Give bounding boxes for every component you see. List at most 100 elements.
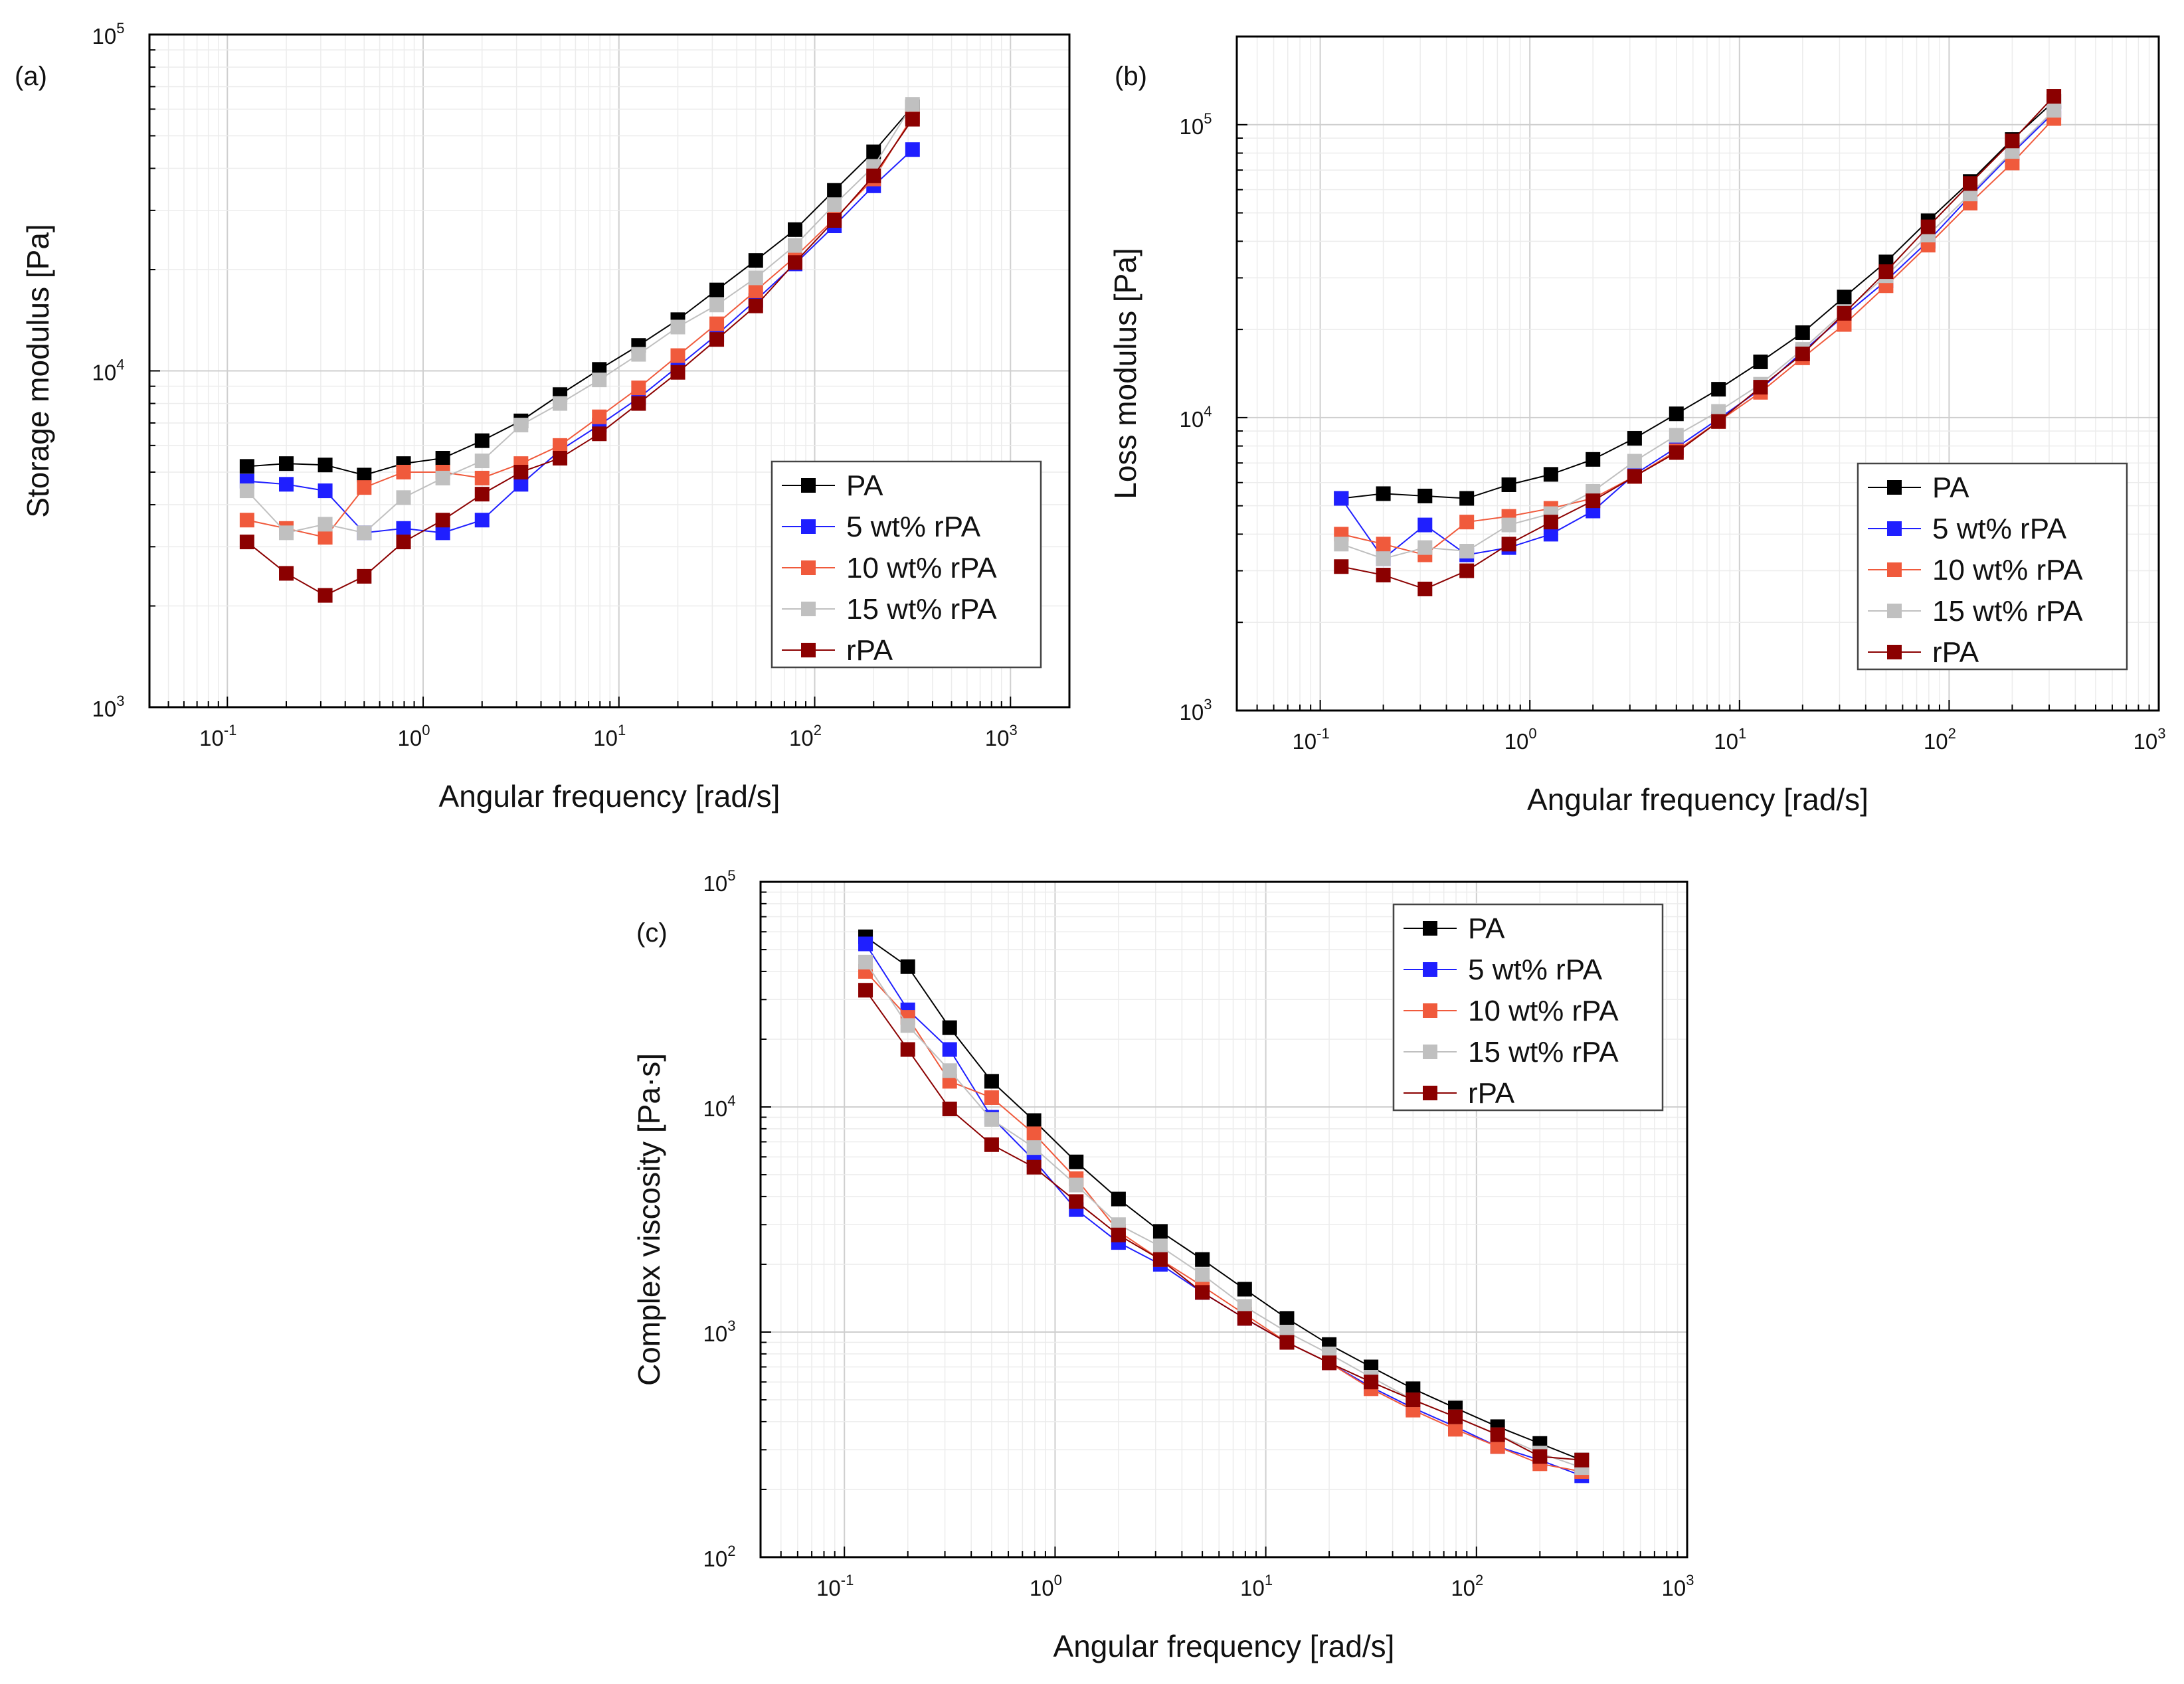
legend-label: rPA xyxy=(846,634,893,667)
data-point xyxy=(709,282,725,297)
legend: PA 5 wt% rPA 10 wt% rPA 15 wt% rPA rPA xyxy=(1392,903,1664,1112)
data-point xyxy=(239,513,254,528)
data-point xyxy=(900,1018,915,1033)
data-point xyxy=(1152,1239,1168,1254)
data-point xyxy=(858,983,873,998)
data-point xyxy=(827,197,842,212)
data-point xyxy=(1490,1439,1505,1454)
data-point xyxy=(592,373,607,388)
data-point xyxy=(1837,317,1852,332)
legend-marker xyxy=(1887,480,1902,495)
legend-marker xyxy=(801,560,816,575)
data-point xyxy=(239,459,254,474)
legend-label: 10 wt% rPA xyxy=(1932,554,2083,586)
data-point xyxy=(239,483,254,499)
plot-frame xyxy=(1235,35,2160,712)
data-point xyxy=(748,270,763,286)
data-point xyxy=(553,396,568,411)
legend-box xyxy=(771,460,1042,669)
data-point xyxy=(318,530,333,545)
data-point xyxy=(1376,551,1391,566)
data-point xyxy=(1279,1335,1295,1350)
panel-label: (c) xyxy=(636,918,668,948)
data-point xyxy=(318,588,333,603)
x-tick-label: 101 xyxy=(1714,725,1746,754)
data-point xyxy=(1195,1267,1210,1282)
data-point xyxy=(553,438,568,453)
data-point xyxy=(748,283,763,298)
x-tick-label: 102 xyxy=(1451,1572,1483,1600)
x-tick-label: 102 xyxy=(1924,725,1956,754)
data-point xyxy=(1334,491,1349,506)
series-15-wt-rpa xyxy=(239,97,920,541)
data-point xyxy=(748,298,763,313)
data-point xyxy=(2005,155,2020,171)
y-tick-label: 104 xyxy=(92,357,125,385)
data-point xyxy=(670,319,685,335)
data-point xyxy=(905,97,920,112)
data-point xyxy=(1669,445,1684,460)
data-point xyxy=(984,1112,999,1127)
legend-marker xyxy=(801,643,816,657)
legend: PA 5 wt% rPA 10 wt% rPA 15 wt% rPA rPA xyxy=(1857,462,2128,671)
x-tick-label: 100 xyxy=(1504,725,1537,754)
data-point xyxy=(513,477,529,492)
chart-panel-3: 10-1 100 101 102 103 102 103 104 105 Angular freq… xyxy=(632,867,1694,1663)
data-point xyxy=(1878,264,1894,280)
data-point xyxy=(984,1074,999,1089)
plot-frame xyxy=(759,881,1688,1558)
data-point xyxy=(1501,537,1516,552)
legend-label: 5 wt% rPA xyxy=(1932,513,2067,545)
data-point xyxy=(2047,103,2062,118)
legend-marker xyxy=(801,519,816,534)
data-point xyxy=(1334,559,1349,574)
data-point xyxy=(670,365,685,380)
legend-marker xyxy=(1423,962,1437,977)
data-point xyxy=(396,521,411,536)
data-point xyxy=(474,513,490,528)
legend-label: PA xyxy=(846,469,883,502)
chart-panel-1: 10-1 100 101 102 103 103 104 105 Angular frequen… xyxy=(15,20,1071,813)
data-point xyxy=(357,467,372,483)
data-point xyxy=(1237,1311,1252,1326)
data-point xyxy=(1364,1375,1379,1390)
data-point xyxy=(709,316,725,331)
x-tick-label: 101 xyxy=(1240,1572,1273,1600)
data-point xyxy=(858,936,873,952)
x-tick-label: 101 xyxy=(593,722,626,750)
chart-panel-2: 10-1 100 101 102 103 103 104 105 Angular frequen… xyxy=(1108,35,2166,817)
series-line xyxy=(246,106,913,476)
data-point xyxy=(787,255,802,270)
data-point xyxy=(1459,563,1475,578)
data-point xyxy=(1753,380,1768,395)
data-point xyxy=(1586,493,1601,509)
x-tick-label: 103 xyxy=(2134,725,2166,754)
data-point xyxy=(1417,517,1433,533)
data-point xyxy=(1237,1299,1252,1314)
legend-marker xyxy=(1423,1003,1437,1018)
data-point xyxy=(279,525,294,541)
data-point xyxy=(1627,454,1642,469)
tick-marks xyxy=(760,881,1688,1558)
data-point xyxy=(1586,452,1601,467)
data-point xyxy=(1111,1191,1126,1207)
data-point xyxy=(592,409,607,424)
data-point xyxy=(1376,568,1391,583)
data-point xyxy=(1152,1224,1168,1239)
data-point xyxy=(1501,477,1516,492)
y-tick-label: 103 xyxy=(92,693,125,721)
data-point xyxy=(1532,1449,1548,1464)
data-point xyxy=(709,297,725,313)
y-tick-label: 103 xyxy=(703,1317,736,1346)
legend-marker xyxy=(1423,1045,1437,1059)
data-point xyxy=(942,1042,957,1057)
data-point xyxy=(474,487,490,502)
data-point xyxy=(474,454,490,469)
data-point xyxy=(1417,581,1433,596)
y-axis-title: Loss modulus [Pa] xyxy=(1108,248,1142,499)
data-point xyxy=(866,144,881,159)
data-point xyxy=(318,483,333,499)
data-point xyxy=(1111,1227,1126,1242)
data-point xyxy=(942,1020,957,1035)
legend-box xyxy=(1857,462,2128,671)
